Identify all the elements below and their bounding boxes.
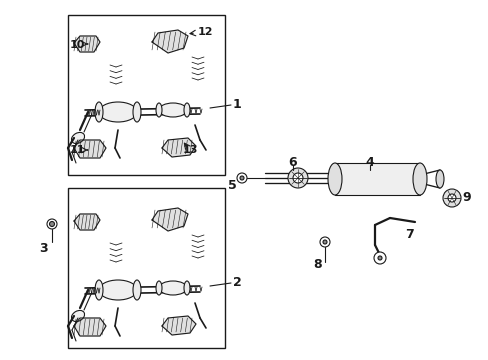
Polygon shape [74,140,106,158]
Ellipse shape [183,103,190,117]
Bar [334,163,419,195]
Circle shape [47,219,57,229]
Bar [68,188,224,348]
Polygon shape [74,36,100,52]
Ellipse shape [435,170,443,188]
Text: 6: 6 [288,157,297,170]
Circle shape [292,173,303,183]
Ellipse shape [159,103,186,117]
Ellipse shape [99,280,137,300]
Circle shape [442,189,460,207]
Text: 1: 1 [232,99,241,112]
Circle shape [373,252,385,264]
Ellipse shape [159,281,186,295]
Text: 9: 9 [461,192,469,204]
Text: 2: 2 [232,276,241,289]
Ellipse shape [156,281,162,295]
Text: 5: 5 [228,180,237,193]
Circle shape [377,256,381,260]
Circle shape [323,240,326,244]
Polygon shape [152,208,187,231]
Polygon shape [74,318,106,336]
Circle shape [447,194,455,202]
Polygon shape [74,214,100,230]
Circle shape [287,168,307,188]
Polygon shape [162,316,196,335]
Ellipse shape [95,102,103,122]
Text: 12: 12 [198,27,213,37]
Circle shape [240,176,244,180]
Bar [68,15,224,175]
Ellipse shape [99,102,137,122]
Text: 4: 4 [365,157,374,170]
Ellipse shape [327,163,341,195]
Ellipse shape [133,102,141,122]
Ellipse shape [133,280,141,300]
Text: 8: 8 [313,258,322,271]
Polygon shape [162,138,196,157]
Ellipse shape [183,281,190,295]
Ellipse shape [412,163,426,195]
Text: 3: 3 [40,242,48,255]
Text: 10: 10 [70,40,85,50]
Text: 11: 11 [70,145,85,155]
Circle shape [49,221,54,226]
Ellipse shape [71,310,84,321]
Ellipse shape [156,103,162,117]
Text: 13: 13 [183,145,198,155]
Circle shape [237,173,246,183]
Ellipse shape [71,132,84,144]
Ellipse shape [95,280,103,300]
Polygon shape [152,30,187,53]
Circle shape [319,237,329,247]
Text: 7: 7 [404,229,413,242]
